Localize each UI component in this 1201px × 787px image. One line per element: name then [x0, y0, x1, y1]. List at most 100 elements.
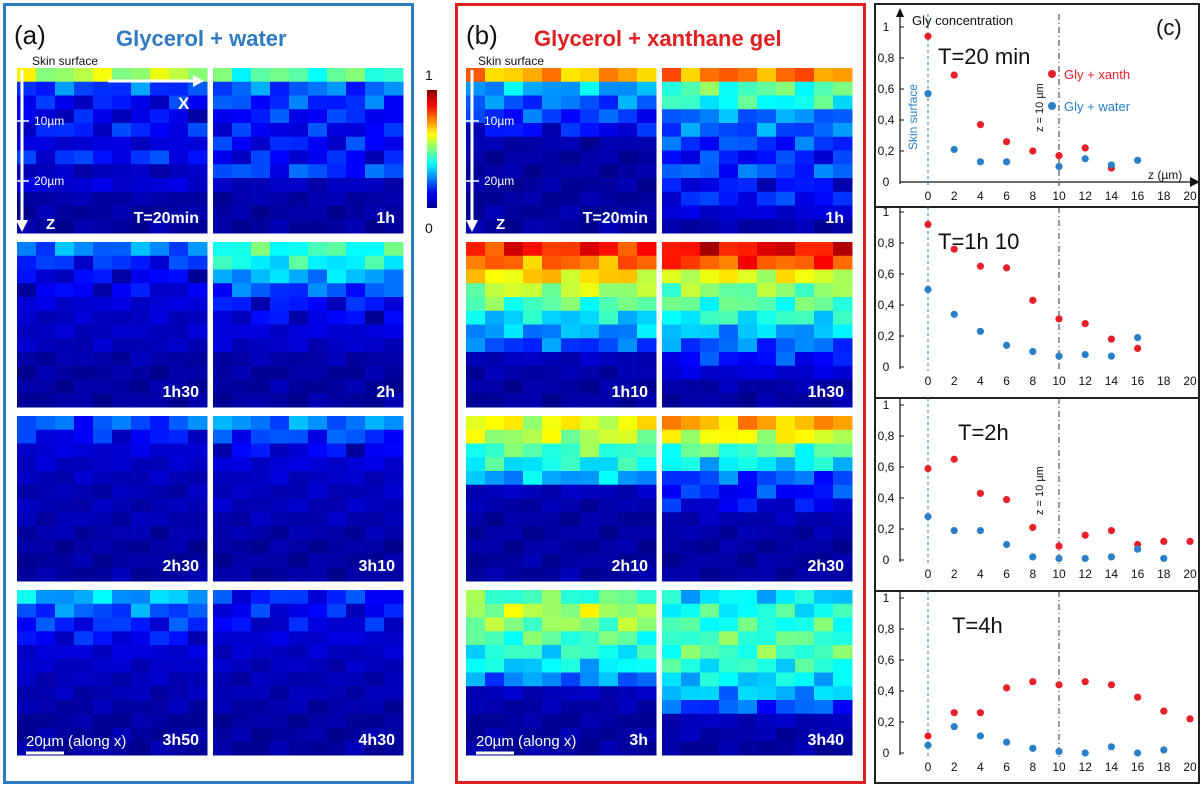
panel-a-heat-cell	[365, 457, 385, 472]
panel-a-heat-cell	[169, 603, 189, 618]
panel-a-heat-cell	[93, 352, 113, 367]
panel-b-heat-cell	[700, 95, 720, 110]
panel-b-heat-cell	[523, 150, 543, 165]
panel-a-heat-cell	[308, 150, 328, 165]
panel-b-heat-cell	[738, 645, 758, 660]
panel-b-heat-cell	[504, 205, 524, 220]
panel-a-heat-cell	[270, 658, 290, 673]
panel-a-heat-cell	[384, 219, 404, 234]
panel-a-heat-cell	[327, 68, 347, 83]
panel-b-heat-cell	[738, 741, 758, 756]
panel-a-heat-cell	[36, 393, 56, 408]
panel-a-heat-cell	[55, 81, 75, 96]
panel-b-heat-cell	[833, 539, 853, 554]
panel-b-heat-cell	[580, 136, 600, 151]
panel-a-heat-cell	[169, 219, 189, 234]
panel-a-heat-cell	[384, 393, 404, 408]
panel-a-heat-cell	[55, 352, 75, 367]
panel-a-heat-cell	[169, 512, 189, 527]
legend-water-label: Gly + water	[1064, 99, 1131, 114]
panel-a-heat-cell	[270, 123, 290, 138]
panel-b-heat-cell	[757, 700, 777, 715]
panel-b-heat-cell	[776, 379, 796, 394]
y-tick-label: 0	[883, 360, 890, 374]
panel-b-heat-cell	[719, 95, 739, 110]
panel-a-heat-cell	[213, 484, 233, 499]
point-gly-water	[1134, 156, 1142, 164]
panel-b-heat-cell	[814, 539, 834, 554]
panel-b-heat-cell	[542, 255, 562, 270]
panel-b-heat-cell	[719, 352, 739, 367]
panel-b-heat-cell	[795, 498, 815, 513]
panel-b-heat-cell	[757, 429, 777, 444]
panel-b-heat-cell	[561, 741, 581, 756]
panel-a-heat-cell	[74, 81, 94, 96]
panel-a-heat-cell	[251, 219, 271, 234]
panel-b-heat-cell	[542, 219, 562, 234]
panel-b-heat-cell	[719, 429, 739, 444]
panel-a-heat-cell	[289, 498, 309, 513]
panel-b-heat-cell	[795, 484, 815, 499]
panel-a-heat-cell	[150, 310, 170, 325]
panel-b-heat-cell	[662, 81, 682, 96]
panel-b-heat-cell	[776, 150, 796, 165]
panel-a-heat-cell	[55, 443, 75, 458]
panel-a-heat-cell	[36, 700, 56, 715]
panel-a-heat-cell	[289, 255, 309, 270]
panel-a-heat-cell	[270, 310, 290, 325]
panel-b-heat-cell	[542, 512, 562, 527]
panel-a-heat-cell	[169, 178, 189, 193]
x-tick-label: 18	[1157, 760, 1171, 774]
panel-a-heat-cell	[213, 338, 233, 353]
panel-b-heat-cell	[466, 205, 486, 220]
panel-b-heat-cell	[561, 512, 581, 527]
panel-b-heat-cell	[719, 498, 739, 513]
panel-b-heat-cell	[681, 178, 701, 193]
panel-a-heat-cell	[213, 379, 233, 394]
panel-b-heat-cell	[833, 700, 853, 715]
panel-b-heat-cell	[662, 123, 682, 138]
panel-a-heat-cell	[384, 352, 404, 367]
panel-a-heat-cell	[36, 416, 56, 431]
panel-a-heat-cell	[327, 484, 347, 499]
panel-a-heat-cell	[384, 205, 404, 220]
panel-a-heat-cell	[188, 338, 208, 353]
panel-b-heat-cell	[523, 338, 543, 353]
panel-a-heat-cell	[270, 700, 290, 715]
panel-a-heat-cell	[93, 526, 113, 541]
panel-a-heat-cell	[384, 590, 404, 605]
panel-b-heat-cell	[618, 429, 638, 444]
panel-b-heat-cell	[738, 269, 758, 284]
panel-a-heat-cell	[365, 645, 385, 660]
panel-a-heat-cell	[251, 365, 271, 380]
panel-a-heat-cell	[112, 95, 132, 110]
panel-b-heat-cell	[833, 713, 853, 728]
colorbar	[427, 90, 437, 208]
panel-b-heat-cell	[504, 539, 524, 554]
panel-c-xlabel: z (µm)	[1148, 168, 1182, 182]
panel-b-heat-cell	[738, 178, 758, 193]
panel-a-heat-cell	[327, 512, 347, 527]
panel-a-surface-label: Skin surface	[32, 54, 98, 68]
panel-a-tile-4: 2h30	[17, 416, 208, 582]
panel-b-heat-cell	[795, 164, 815, 179]
panel-a-heat-cell	[289, 590, 309, 605]
panel-b-heat-cell	[618, 526, 638, 541]
panel-b-heat-cell	[757, 338, 777, 353]
x-tick-label: 10	[1052, 189, 1066, 203]
panel-b-heat-cell	[757, 191, 777, 206]
panel-b-tile-2: 1h10	[466, 242, 657, 408]
panel-a-heat-cell	[74, 416, 94, 431]
panel-b-heat-cell	[523, 310, 543, 325]
point-gly-water	[1081, 554, 1089, 563]
panel-b-heat-cell	[662, 700, 682, 715]
point-gly-water	[1029, 744, 1037, 752]
panel-a-heat-cell	[36, 567, 56, 582]
panel-a-heat-cell	[346, 324, 366, 339]
panel-b-heat-cell	[523, 658, 543, 673]
panel-b-heat-cell	[599, 645, 619, 660]
panel-a-heat-cell	[365, 567, 385, 582]
panel-a-heat-cell	[251, 512, 271, 527]
panel-b-heat-cell	[814, 324, 834, 339]
panel-b-heat-cell	[738, 283, 758, 298]
